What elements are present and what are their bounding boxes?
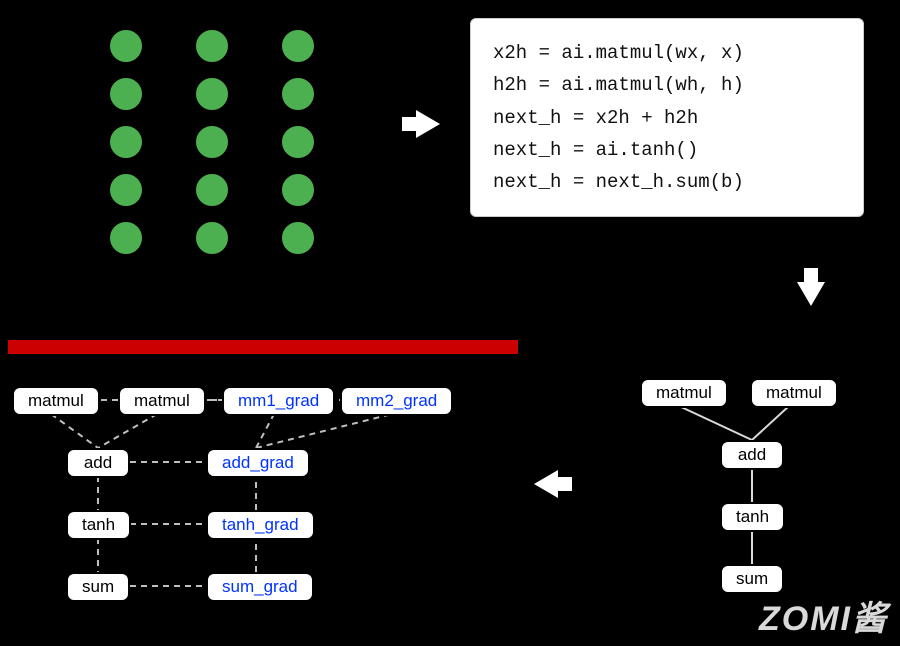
watermark-text: ZOMI酱 (759, 591, 888, 640)
neuron-dot (194, 76, 230, 112)
arrow-right-icon (416, 110, 440, 138)
neuron-dot (280, 28, 316, 64)
graph-node-tanh_grad: tanh_grad (206, 510, 315, 540)
arrow-left-icon (534, 470, 558, 498)
neuron-dot (108, 76, 144, 112)
neuron-dot (194, 172, 230, 208)
graph-node-matmul1: matmul (12, 386, 100, 416)
neural-dot-grid (108, 28, 316, 256)
neuron-dot (280, 172, 316, 208)
graph-node-matmul1: matmul (640, 378, 728, 408)
neuron-dot (280, 76, 316, 112)
neuron-dot (194, 124, 230, 160)
graph-node-matmul2: matmul (118, 386, 206, 416)
neuron-dot (280, 220, 316, 256)
red-separator-bar (8, 340, 518, 354)
neuron-dot (108, 172, 144, 208)
graph-node-add_grad: add_grad (206, 448, 310, 478)
graph-node-mm1_grad: mm1_grad (222, 386, 335, 416)
neuron-dot (194, 28, 230, 64)
neuron-dot (194, 220, 230, 256)
graph-node-add: add (720, 440, 784, 470)
code-snippet-box: x2h = ai.matmul(wx, x) h2h = ai.matmul(w… (470, 18, 864, 217)
graph-node-add: add (66, 448, 130, 478)
graph-node-tanh: tanh (720, 502, 785, 532)
graph-node-sum: sum (720, 564, 784, 594)
neuron-dot (280, 124, 316, 160)
neuron-dot (108, 124, 144, 160)
graph-node-mm2_grad: mm2_grad (340, 386, 453, 416)
graph-node-matmul2: matmul (750, 378, 838, 408)
arrow-down-icon (797, 282, 825, 306)
neuron-dot (108, 28, 144, 64)
neuron-dot (108, 220, 144, 256)
graph-node-sum_grad: sum_grad (206, 572, 314, 602)
graph-node-sum: sum (66, 572, 130, 602)
graph-node-tanh: tanh (66, 510, 131, 540)
